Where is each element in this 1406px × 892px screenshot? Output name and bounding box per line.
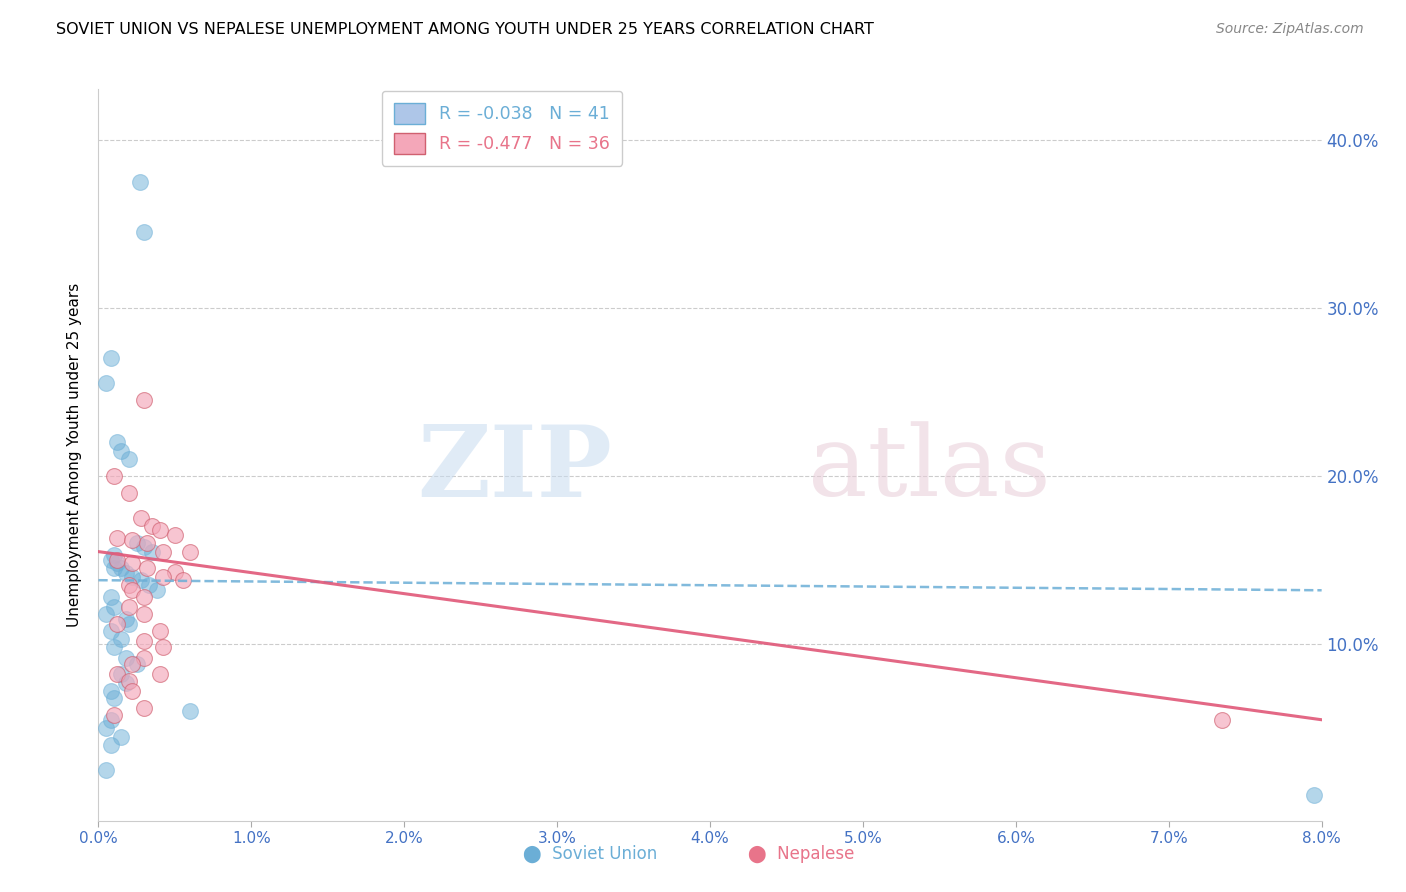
Point [149, 624, 172, 638]
Point [129, 573, 152, 587]
Point [129, 511, 152, 525]
Point [100, 684, 122, 698]
Point [118, 674, 141, 689]
Point [103, 707, 125, 722]
Point [121, 533, 143, 547]
Point [134, 540, 156, 554]
Point [100, 590, 122, 604]
Point [134, 633, 156, 648]
Point [121, 570, 143, 584]
Point [115, 675, 138, 690]
Point [172, 573, 194, 587]
Point [105, 616, 128, 631]
Text: Source: ZipAtlas.com: Source: ZipAtlas.com [1216, 22, 1364, 37]
Point [152, 544, 174, 558]
Point [152, 570, 174, 584]
Point [94, 607, 117, 621]
Point [115, 650, 138, 665]
Point [125, 657, 148, 672]
Point [134, 607, 156, 621]
Point [100, 351, 122, 366]
Point [134, 701, 156, 715]
Point [125, 536, 148, 550]
Point [105, 435, 128, 450]
Point [145, 583, 167, 598]
Point [134, 650, 156, 665]
Legend: R = -0.038   N = 41, R = -0.477   N = 36: R = -0.038 N = 41, R = -0.477 N = 36 [382, 91, 623, 166]
Point [163, 565, 186, 579]
Point [163, 528, 186, 542]
Point [103, 469, 125, 483]
Point [105, 557, 128, 571]
Point [110, 561, 132, 575]
Point [94, 763, 117, 777]
Point [115, 566, 138, 581]
Point [128, 175, 150, 189]
Point [94, 721, 117, 735]
Point [121, 684, 143, 698]
Point [179, 704, 201, 718]
Point [121, 557, 143, 571]
Point [105, 531, 128, 545]
Point [105, 667, 128, 681]
Point [100, 738, 122, 752]
Point [100, 553, 122, 567]
Text: SOVIET UNION VS NEPALESE UNEMPLOYMENT AMONG YOUTH UNDER 25 YEARS CORRELATION CHA: SOVIET UNION VS NEPALESE UNEMPLOYMENT AM… [56, 22, 875, 37]
Point [118, 578, 141, 592]
Text: ⬤  Soviet Union: ⬤ Soviet Union [523, 846, 658, 863]
Point [105, 553, 128, 567]
Point [152, 640, 174, 655]
Point [94, 376, 117, 391]
Point [134, 393, 156, 408]
Point [121, 583, 143, 598]
Point [118, 452, 141, 467]
Point [118, 485, 141, 500]
Point [118, 600, 141, 615]
Text: ZIP: ZIP [418, 421, 612, 518]
Text: ⬤  Nepalese: ⬤ Nepalese [748, 846, 855, 863]
Point [138, 578, 160, 592]
Point [118, 616, 141, 631]
Point [136, 561, 159, 575]
Point [100, 624, 122, 638]
Point [134, 225, 156, 239]
Text: atlas: atlas [808, 422, 1050, 517]
Point [103, 640, 125, 655]
Point [1303, 789, 1326, 803]
Point [110, 667, 132, 681]
Point [110, 730, 132, 744]
Point [115, 612, 138, 626]
Point [100, 713, 122, 727]
Point [134, 590, 156, 604]
Point [103, 690, 125, 705]
Point [149, 523, 172, 537]
Point [103, 548, 125, 562]
Point [1211, 713, 1233, 727]
Point [121, 657, 143, 672]
Point [110, 632, 132, 646]
Point [110, 443, 132, 458]
Point [103, 561, 125, 575]
Point [141, 544, 163, 558]
Point [149, 667, 172, 681]
Y-axis label: Unemployment Among Youth under 25 years: Unemployment Among Youth under 25 years [67, 283, 83, 627]
Point [103, 600, 125, 615]
Point [179, 544, 201, 558]
Point [141, 519, 163, 533]
Point [136, 536, 159, 550]
